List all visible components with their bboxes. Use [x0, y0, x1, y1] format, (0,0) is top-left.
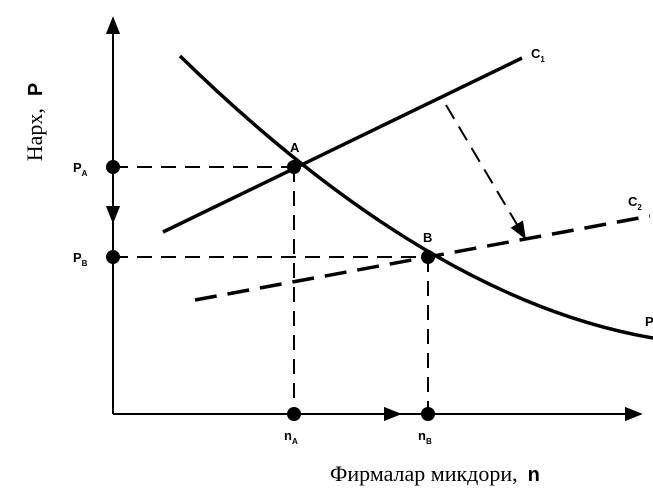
svg-text:Нарх, P: Нарх, P	[22, 83, 47, 162]
curve-c2-label: C2	[628, 194, 642, 212]
curve-c1	[163, 58, 522, 232]
tick-pb-label: PB	[73, 250, 88, 268]
tick-nb-label: nB	[418, 428, 432, 446]
point-a-dot	[287, 160, 301, 174]
y-axis-title: Нарх, P	[22, 83, 47, 162]
point-b-label: B	[423, 230, 432, 245]
point-a-label: A	[290, 140, 300, 155]
tick-pa-dot	[106, 160, 120, 174]
curve-p	[180, 56, 653, 338]
shift-arrow	[446, 105, 525, 238]
tick-nb-dot	[421, 407, 435, 421]
tick-pa-label: PA	[73, 160, 88, 178]
curve-c1-label: C1	[531, 46, 545, 64]
tick-na-dot	[287, 407, 301, 421]
tick-na-label: nA	[284, 428, 298, 446]
point-b-dot	[421, 250, 435, 264]
x-axis-title: Фирмалар микдори, n	[330, 461, 540, 486]
curve-p-label: P	[645, 314, 653, 329]
tick-pb-dot	[106, 250, 120, 264]
